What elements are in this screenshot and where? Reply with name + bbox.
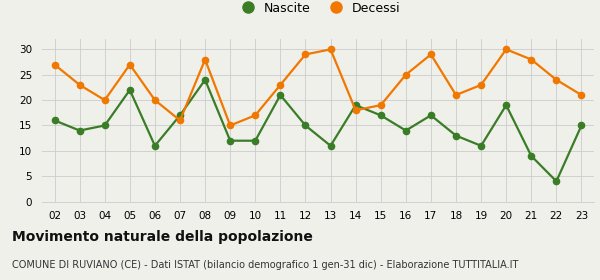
Decessi: [101, 99, 109, 102]
Nascite: [327, 144, 334, 148]
Nascite: [553, 180, 560, 183]
Decessi: [277, 83, 284, 87]
Decessi: [527, 58, 535, 61]
Nascite: [51, 119, 58, 122]
Nascite: [527, 154, 535, 158]
Nascite: [227, 139, 234, 142]
Nascite: [176, 114, 184, 117]
Line: Decessi: Decessi: [52, 46, 584, 129]
Nascite: [503, 104, 510, 107]
Decessi: [377, 104, 385, 107]
Decessi: [478, 83, 485, 87]
Nascite: [76, 129, 83, 132]
Nascite: [277, 93, 284, 97]
Decessi: [503, 48, 510, 51]
Nascite: [402, 129, 409, 132]
Nascite: [578, 124, 585, 127]
Nascite: [478, 144, 485, 148]
Nascite: [302, 124, 309, 127]
Decessi: [427, 53, 434, 56]
Text: Movimento naturale della popolazione: Movimento naturale della popolazione: [12, 230, 313, 244]
Nascite: [251, 139, 259, 142]
Decessi: [352, 109, 359, 112]
Decessi: [126, 63, 133, 66]
Decessi: [76, 83, 83, 87]
Decessi: [402, 73, 409, 76]
Nascite: [452, 134, 460, 137]
Decessi: [553, 78, 560, 81]
Nascite: [352, 104, 359, 107]
Decessi: [176, 119, 184, 122]
Decessi: [251, 114, 259, 117]
Decessi: [151, 99, 158, 102]
Decessi: [327, 48, 334, 51]
Line: Nascite: Nascite: [52, 77, 584, 185]
Decessi: [452, 93, 460, 97]
Legend: Nascite, Decessi: Nascite, Decessi: [230, 0, 406, 20]
Text: COMUNE DI RUVIANO (CE) - Dati ISTAT (bilancio demografico 1 gen-31 dic) - Elabor: COMUNE DI RUVIANO (CE) - Dati ISTAT (bil…: [12, 260, 518, 270]
Decessi: [578, 93, 585, 97]
Decessi: [51, 63, 58, 66]
Decessi: [227, 124, 234, 127]
Nascite: [151, 144, 158, 148]
Nascite: [126, 88, 133, 92]
Decessi: [202, 58, 209, 61]
Nascite: [101, 124, 109, 127]
Nascite: [377, 114, 385, 117]
Decessi: [302, 53, 309, 56]
Nascite: [202, 78, 209, 81]
Nascite: [427, 114, 434, 117]
